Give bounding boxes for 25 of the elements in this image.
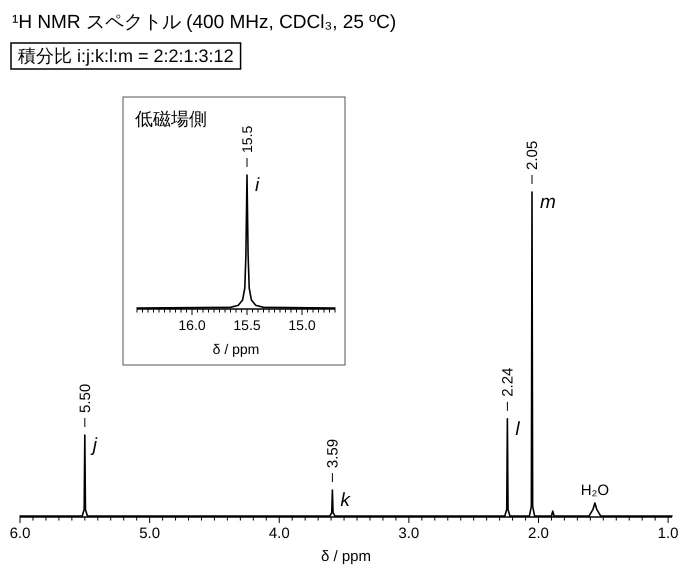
- x-axis-title: δ / ppm: [320, 548, 372, 565]
- annotation: 3.59: [324, 438, 342, 468]
- annotation: 2.05: [524, 140, 542, 170]
- x-tick-label: 2.0: [528, 525, 549, 542]
- x-tick-label: 5.0: [139, 525, 160, 542]
- chart-subtitle: 積分比 i:j:k:l:m = 2:2:1:3:12: [18, 46, 234, 66]
- x-tick-label: 15.5: [233, 317, 261, 333]
- annotation: H₂O: [580, 482, 610, 500]
- annotation: 2.24: [499, 368, 516, 397]
- annotation: 5.50: [76, 384, 94, 413]
- text: 低磁場側: [135, 109, 207, 129]
- x-tick-label: 3.0: [398, 525, 420, 542]
- x-tick-label: 1.0: [658, 525, 679, 542]
- annotation: 15.5: [239, 126, 255, 153]
- annotation: m: [540, 192, 556, 213]
- chart-title: ¹H NMR スペクトル (400 MHz, CDCl₃, 25 ºC): [12, 12, 396, 33]
- x-tick-label: 15.0: [288, 317, 316, 333]
- annotation: i: [255, 175, 260, 196]
- x-tick-label: 4.0: [268, 525, 290, 542]
- annotation: k: [340, 490, 352, 512]
- x-axis-title: δ / ppm: [212, 341, 260, 357]
- annotation: l: [515, 418, 520, 440]
- x-tick-label: 16.0: [178, 317, 206, 333]
- x-tick-label: 6.0: [10, 525, 30, 542]
- annotation: j: [90, 435, 98, 456]
